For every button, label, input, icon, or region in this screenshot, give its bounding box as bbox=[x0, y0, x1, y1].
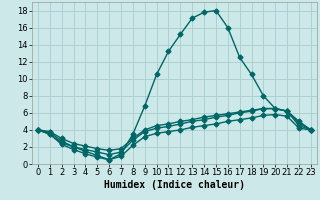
X-axis label: Humidex (Indice chaleur): Humidex (Indice chaleur) bbox=[104, 180, 245, 190]
